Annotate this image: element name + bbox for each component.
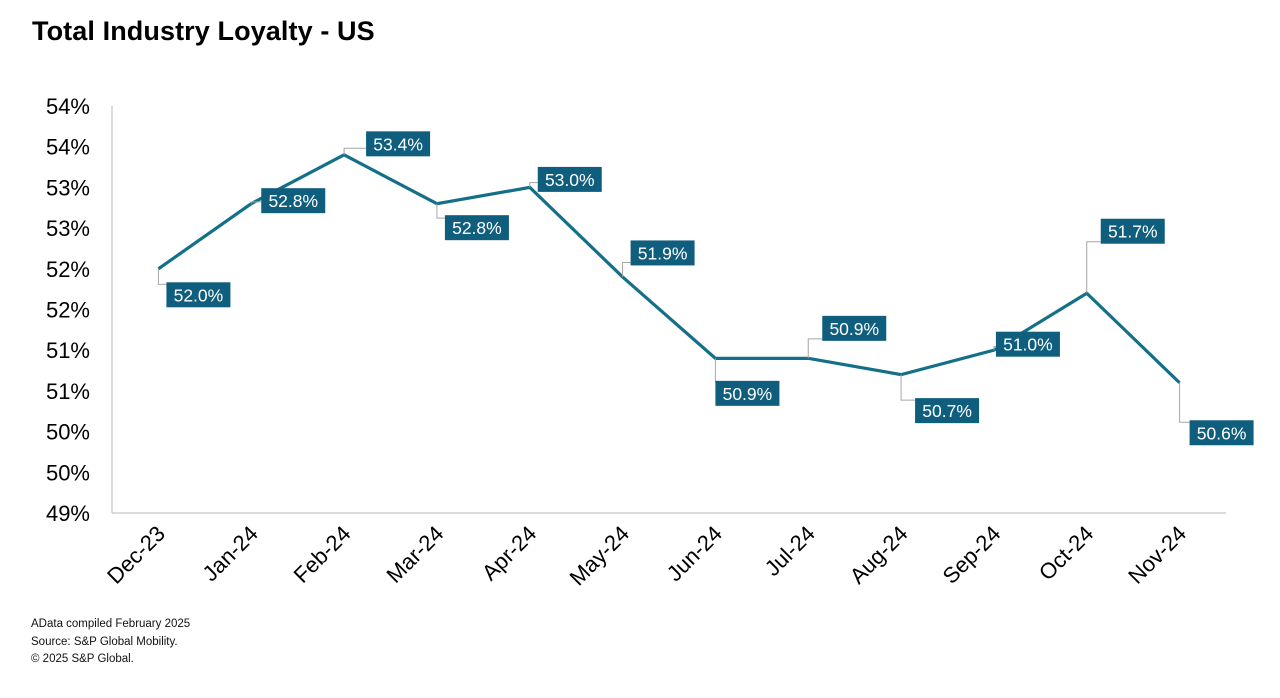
data-label: 50.9%	[723, 384, 773, 404]
label-leader	[529, 182, 538, 188]
data-label-box	[537, 166, 602, 192]
label-leader	[157, 268, 167, 285]
x-tick-label: Mar-24	[381, 521, 448, 588]
y-tick-label: 52%	[46, 298, 90, 323]
footer-source: Source: S&P Global Mobility.	[31, 635, 178, 648]
data-label-box	[822, 315, 887, 341]
chart-footer: AData compiled February 2025 Source: S&P…	[31, 616, 190, 669]
label-leader	[343, 147, 367, 155]
y-tick-label: 50%	[46, 460, 90, 485]
data-label-box	[1189, 420, 1254, 446]
data-label: 53.0%	[545, 170, 595, 190]
x-tick-label: Nov-24	[1123, 521, 1191, 589]
y-tick-label: 52%	[46, 257, 90, 282]
data-label-box	[1100, 218, 1165, 244]
label-leader	[1179, 382, 1190, 423]
y-tick-label: 51%	[46, 338, 90, 363]
data-label: 51.0%	[1003, 335, 1053, 355]
x-tick-label: Feb-24	[289, 521, 356, 588]
label-leader	[993, 346, 996, 351]
y-tick-label: 53%	[46, 175, 90, 200]
x-tick-label: Sep-24	[938, 521, 1006, 589]
x-tick-label: Jan-24	[198, 521, 263, 586]
data-label-box	[166, 282, 231, 308]
data-label: 51.7%	[1108, 222, 1158, 242]
y-tick-label: 53%	[46, 216, 90, 241]
x-tick-label: Oct-24	[1034, 521, 1098, 585]
x-tick-label: Dec-23	[102, 521, 170, 589]
data-label: 52.8%	[268, 191, 318, 211]
y-axis-ticks: 49% 50% 50% 51% 51% 52% 52% 53% 53% 54% 54%	[46, 94, 90, 526]
data-label-box	[630, 240, 695, 266]
data-label: 52.8%	[452, 218, 502, 238]
y-tick-label: 51%	[46, 379, 90, 404]
data-label-box	[444, 215, 509, 241]
data-label: 51.9%	[638, 243, 688, 263]
data-label: 50.6%	[1197, 423, 1247, 443]
data-label: 52.0%	[174, 285, 224, 305]
y-tick-label: 54%	[46, 94, 90, 119]
data-labels: 52.0% 52.8% 53.4% 52.8% 53.0% 51.9% 50.9% 50.9%…	[157, 131, 1254, 446]
x-tick-label: Aug-24	[845, 521, 913, 589]
y-tick-label: 50%	[46, 420, 90, 445]
data-label: 53.4%	[373, 134, 423, 154]
x-tick-label: May-24	[565, 521, 635, 591]
x-tick-label: Jun-24	[662, 521, 727, 586]
data-label-box	[261, 188, 326, 214]
data-label-box	[715, 380, 780, 406]
label-leader	[1086, 241, 1101, 294]
label-leader	[900, 374, 916, 401]
data-label: 50.7%	[922, 401, 972, 421]
x-tick-label: Jul-24	[760, 521, 820, 581]
footer-compiled-note: AData compiled February 2025	[31, 618, 191, 630]
x-tick-label: Apr-24	[477, 521, 541, 585]
y-tick-label: 49%	[46, 501, 90, 526]
footer-copyright: © 2025 S&P Global.	[31, 653, 134, 665]
chart-title: Total Industry Loyalty - US	[32, 16, 375, 46]
label-leader	[807, 338, 823, 359]
y-tick-label: 54%	[46, 135, 90, 160]
chart-axes	[111, 106, 1226, 514]
x-axis-ticks: Dec-23 Jan-24 Feb-24 Mar-24 Apr-24 May-24 Jun-…	[102, 521, 1191, 591]
label-leader	[436, 203, 445, 219]
label-leader	[250, 201, 262, 204]
data-label: 50.9%	[829, 319, 879, 339]
label-leader	[622, 262, 631, 277]
data-label-box	[366, 131, 431, 157]
data-label-box	[995, 331, 1060, 357]
data-label-box	[915, 398, 980, 424]
